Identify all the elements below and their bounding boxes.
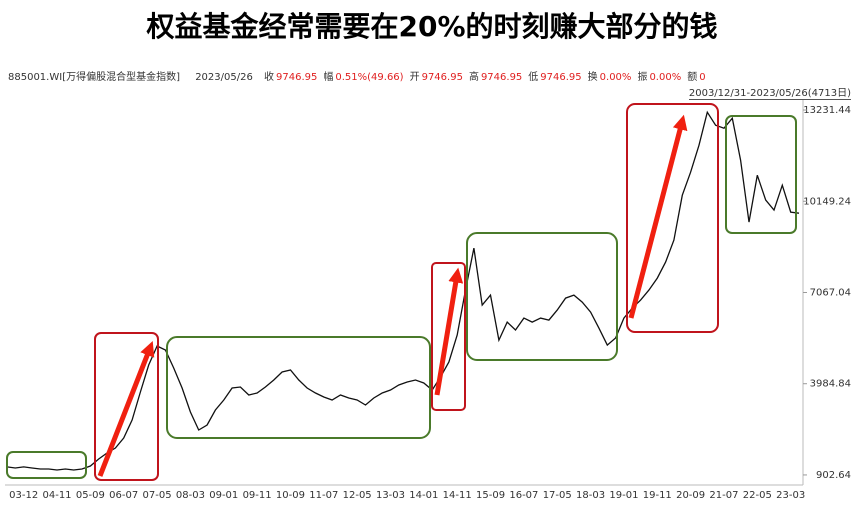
field-value: 0 <box>699 72 706 83</box>
x-tick-label: 11-07 <box>309 490 338 501</box>
red-box <box>94 332 159 481</box>
green-box <box>466 232 618 361</box>
arrow <box>628 114 688 319</box>
x-tick-label: 23-03 <box>776 490 805 501</box>
green-box <box>166 336 431 439</box>
field-label: 额 <box>687 72 698 83</box>
y-tick-label: 10149.24 <box>803 196 851 207</box>
field-label: 低 <box>528 72 539 83</box>
field-value: 9746.95 <box>540 72 582 83</box>
arrow <box>434 267 464 396</box>
x-tick-label: 09-01 <box>209 490 238 501</box>
y-tick-label: 3984.84 <box>810 379 851 390</box>
x-tick-label: 12-05 <box>343 490 372 501</box>
x-tick-label: 05-09 <box>76 490 105 501</box>
x-tick-label: 09-11 <box>243 490 272 501</box>
arrow <box>97 341 155 477</box>
chart-title: 权益基金经常需要在20%的时刻赚大部分的钱 <box>145 10 717 43</box>
field-value: 0.51%(49.66) <box>335 72 404 83</box>
x-tick-label: 19-11 <box>643 490 672 501</box>
field-label: 收 <box>264 72 275 83</box>
date: 2023/05/26 <box>195 72 253 83</box>
y-tick-label: 13231.44 <box>803 105 851 116</box>
red-box <box>431 262 466 411</box>
field-value: 9746.95 <box>421 72 463 83</box>
date-range: 2003/12/31-2023/05/26(4713日) <box>688 84 851 100</box>
x-tick-label: 03-12 <box>9 490 38 501</box>
field-label: 高 <box>468 72 479 83</box>
annotations <box>6 103 797 481</box>
field-label: 开 <box>409 72 420 83</box>
x-tick-label: 08-03 <box>176 490 205 501</box>
y-tick-label: 902.64 <box>816 470 851 481</box>
green-box <box>6 451 87 479</box>
x-tick-label: 17-05 <box>543 490 572 501</box>
x-tick-label: 13-03 <box>376 490 405 501</box>
x-tick-label: 10-09 <box>276 490 305 501</box>
field-label: 换 <box>587 72 598 83</box>
x-tick-label: 15-09 <box>476 490 505 501</box>
x-tick-label: 21-07 <box>709 490 738 501</box>
info-bar: 885001.WI[万得偏股混合型基金指数] 2023/05/26 收 9746.… <box>8 68 714 83</box>
field-value: 9746.95 <box>276 72 318 83</box>
fields: 收 9746.95 幅 0.51%(49.66) 开 9746.95 高 9746.95 低 97… <box>264 72 712 83</box>
green-box <box>725 115 797 234</box>
x-tick-label: 19-01 <box>609 490 638 501</box>
x-tick-label: 16-07 <box>509 490 538 501</box>
field-value: 0.00% <box>649 72 682 83</box>
x-tick-label: 07-05 <box>143 490 172 501</box>
x-tick-label: 14-01 <box>409 490 438 501</box>
arrows <box>97 114 688 477</box>
field-label: 振 <box>637 72 648 83</box>
x-tick-label: 14-11 <box>443 490 472 501</box>
field-label: 幅 <box>323 72 334 83</box>
x-tick-label: 22-05 <box>743 490 772 501</box>
field-value: 9746.95 <box>480 72 523 83</box>
x-tick-label: 06-07 <box>109 490 138 501</box>
line <box>6 110 800 471</box>
x-tick-label: 18-03 <box>576 490 605 501</box>
y-tick-label: 7067.04 <box>810 287 851 298</box>
x-tick-label: 04-11 <box>42 490 71 501</box>
code: 885001.WI[万得偏股混合型基金指数] <box>8 72 180 83</box>
red-box <box>626 103 719 333</box>
field-value: 0.00% <box>599 72 632 83</box>
x-tick-label: 20-09 <box>676 490 705 501</box>
